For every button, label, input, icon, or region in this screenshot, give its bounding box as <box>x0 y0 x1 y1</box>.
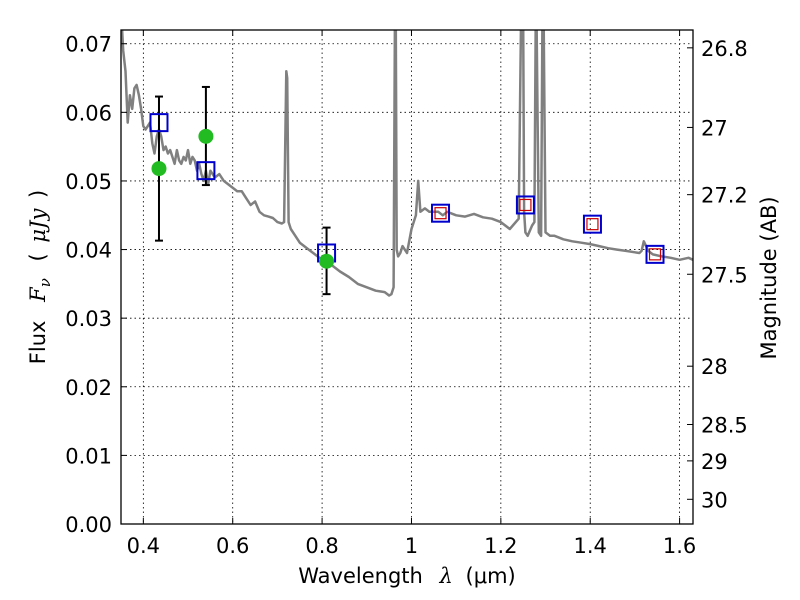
error-bars <box>154 85 331 296</box>
y-tick-label: 0.03 <box>65 307 112 331</box>
y-tick-label: 0.06 <box>65 101 112 125</box>
y2-tick-label: 26.8 <box>701 37 748 61</box>
x-tick-labels: 0.4 0.6 0.8 1 1.2 1.4 1.6 <box>127 534 697 558</box>
x-tick-label: 1.6 <box>663 534 696 558</box>
synthetic-point <box>582 214 602 234</box>
x-tick-label: 0.4 <box>127 534 160 558</box>
y-tick-labels: 0.00 0.01 0.02 0.03 0.04 0.05 0.06 0.07 <box>65 33 112 537</box>
synthetic-point <box>645 244 665 264</box>
synthetic-point <box>431 203 451 223</box>
y2-tick-label: 27.5 <box>701 263 748 287</box>
observed-point <box>198 128 214 144</box>
x-axis-label: Wavelength λ (μm) <box>298 564 515 588</box>
y2-tick-label: 27.2 <box>701 184 748 208</box>
x-tick-label: 1 <box>405 534 418 558</box>
y2-tick-label: 28.5 <box>701 414 748 438</box>
y2-axis-label: Magnitude (AB) <box>757 196 781 359</box>
synthetic-inner-point <box>648 248 662 261</box>
y-tick-label: 0.02 <box>65 376 112 400</box>
y2-tick-label: 30 <box>701 488 728 512</box>
x-tick-label: 1.2 <box>484 534 517 558</box>
y-tick-label: 0.05 <box>65 170 112 194</box>
y2-tick-label: 27 <box>701 116 728 140</box>
observed-point <box>151 161 167 177</box>
synthetic-inner-point <box>519 198 532 212</box>
y-tick-label: 0.01 <box>65 444 112 468</box>
observed-photometry-markers <box>151 128 335 269</box>
x-tick-label: 0.6 <box>216 534 249 558</box>
y-tick-label: 0.04 <box>65 239 112 263</box>
synthetic-inner-point <box>586 218 599 231</box>
synthetic-photometry-markers <box>149 113 665 264</box>
synthetic-inner-point <box>434 207 447 220</box>
y2-tick-label: 28 <box>701 355 728 379</box>
synthetic-point <box>196 161 216 181</box>
x-tick-label: 0.8 <box>305 534 338 558</box>
axis-ticks <box>121 30 693 525</box>
model-sed-line <box>121 30 693 297</box>
y-axis-label: Flux Fν ( μJy ) <box>26 190 55 364</box>
synthetic-point <box>515 195 535 215</box>
observed-point <box>319 253 335 269</box>
plot-area <box>121 30 693 297</box>
x-tick-label: 1.4 <box>574 534 607 558</box>
grid-lines <box>121 30 693 524</box>
y-tick-label: 0.00 <box>65 513 112 537</box>
synthetic-point <box>149 113 169 133</box>
y2-tick-labels: 26.8 27 27.2 27.5 28 28.5 29 30 <box>701 37 748 512</box>
plot-frame <box>120 29 694 525</box>
y-tick-label: 0.07 <box>65 33 112 57</box>
y2-tick-label: 29 <box>701 450 728 474</box>
